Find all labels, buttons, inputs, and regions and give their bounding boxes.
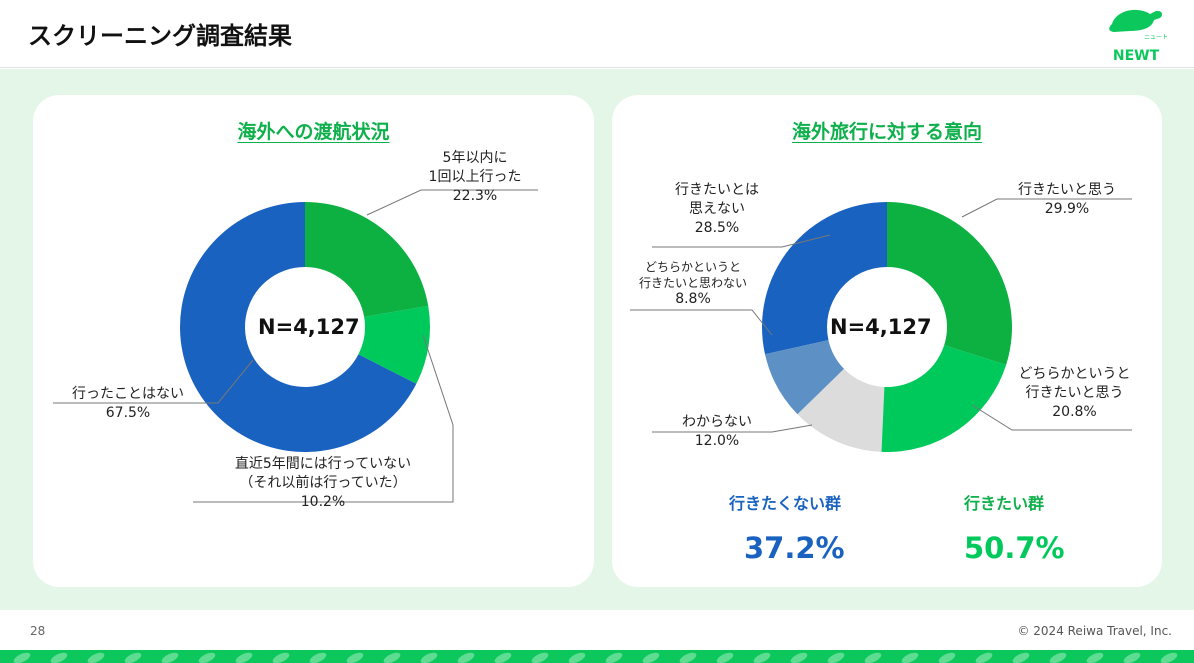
- turtle-pattern-icon: [124, 652, 142, 663]
- donut-slice: [305, 202, 429, 317]
- turtle-pattern-icon: [568, 652, 586, 663]
- donut-slice: [762, 202, 887, 355]
- sample-size: N=4,127: [258, 315, 360, 339]
- turtle-pattern-icon: [938, 652, 956, 663]
- newt-logo: ニュート NEWT: [1109, 9, 1168, 64]
- sample-size: N=4,127: [830, 315, 932, 339]
- svg-text:ニュート: ニュート: [1144, 34, 1168, 41]
- turtle-pattern-icon: [975, 652, 993, 663]
- travel-intention-card: 海外旅行に対する意向 N=4,127 行きたいと思う 29.9% どちらかというと…: [612, 95, 1162, 587]
- group-yes-value: 50.7%: [964, 531, 1065, 565]
- page-number: 28: [30, 624, 46, 638]
- turtle-pattern-icon: [864, 652, 882, 663]
- label-before-5-years: 直近5年間には行っていない （それ以前は行っていた） 10.2%: [234, 456, 412, 510]
- turtle-pattern-icon: [1086, 652, 1104, 663]
- donut-slice: [765, 340, 845, 415]
- turtle-pattern-icon: [235, 652, 253, 663]
- svg-text:NEWT: NEWT: [1113, 48, 1160, 64]
- turtle-pattern-icon: [87, 652, 105, 663]
- travel-status-donut: [53, 189, 538, 503]
- card-title: 海外への渡航状況: [237, 121, 390, 143]
- turtle-pattern-icon: [161, 652, 179, 663]
- label-somewhat-want: どちらかというと 行きたいと思う 20.8%: [1018, 366, 1131, 420]
- turtle-pattern-icon: [272, 652, 290, 663]
- turtle-pattern-icon: [1012, 652, 1030, 663]
- footer: 28 © 2024 Reiwa Travel, Inc.: [0, 610, 1194, 650]
- label-somewhat-not-want: どちらかというと 行きたいと思わない 8.8%: [638, 260, 747, 307]
- turtle-pattern-icon: [13, 652, 31, 663]
- turtle-pattern-icon: [1049, 652, 1067, 663]
- donut-slice: [797, 368, 885, 452]
- turtle-pattern-icon: [346, 652, 364, 663]
- group-no-value: 37.2%: [744, 531, 845, 565]
- group-yes-label: 行きたい群: [964, 494, 1045, 513]
- header: スクリーニング調査結果 ニュート NEWT: [0, 0, 1194, 68]
- turtle-pattern-icon: [309, 652, 327, 663]
- label-dont-know: わからない 12.0%: [682, 414, 752, 449]
- turtle-pattern-icon: [716, 652, 734, 663]
- card-title: 海外旅行に対する意向: [791, 121, 982, 143]
- turtle-pattern-icon: [1123, 652, 1141, 663]
- turtle-pattern-icon: [420, 652, 438, 663]
- turtle-pattern-icon: [457, 652, 475, 663]
- turtle-pattern-icon: [827, 652, 845, 663]
- donut-slice: [358, 305, 430, 384]
- page-title: スクリーニング調査結果: [28, 22, 292, 50]
- turtle-pattern-icon: [1160, 652, 1178, 663]
- label-within-5-years: 5年以内に 1回以上行った 22.3%: [428, 150, 522, 204]
- turtle-pattern-icon: [531, 652, 549, 663]
- turtle-pattern-icon: [790, 652, 808, 663]
- turtle-pattern-icon: [605, 652, 623, 663]
- content-area: 海外への渡航状況 N=4,127 5年以内に 1回以上行った 22.3% 直近5年間…: [0, 69, 1194, 610]
- turtle-pattern-icon: [679, 652, 697, 663]
- donut-slice: [881, 345, 1007, 452]
- turtle-pattern-icon: [753, 652, 771, 663]
- turtle-pattern-icon: [901, 652, 919, 663]
- turtle-pattern-icon: [642, 652, 660, 663]
- label-never: 行ったことはない 67.5%: [72, 386, 184, 421]
- turtle-pattern-icon: [383, 652, 401, 663]
- turtle-pattern-icon: [198, 652, 216, 663]
- donut-slice: [180, 202, 417, 452]
- decorative-band: [0, 650, 1194, 663]
- label-want: 行きたいと思う 29.9%: [1018, 182, 1116, 217]
- turtle-pattern-icon: [494, 652, 512, 663]
- copyright: © 2024 Reiwa Travel, Inc.: [1017, 624, 1172, 638]
- group-no-label: 行きたくない群: [729, 494, 842, 513]
- travel-intention-donut: [630, 198, 1132, 452]
- label-not-want: 行きたいとは 思えない 28.5%: [675, 182, 759, 236]
- turtle-pattern-icon: [50, 652, 68, 663]
- donut-slice: [887, 202, 1012, 365]
- travel-status-card: 海外への渡航状況 N=4,127 5年以内に 1回以上行った 22.3% 直近5年間…: [33, 95, 594, 587]
